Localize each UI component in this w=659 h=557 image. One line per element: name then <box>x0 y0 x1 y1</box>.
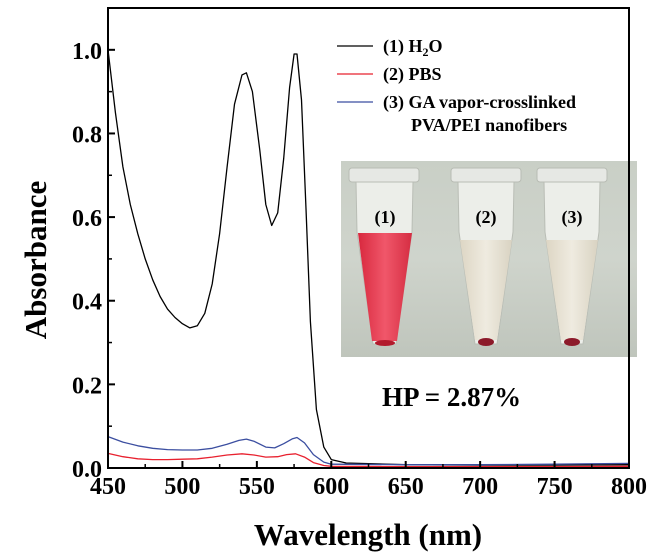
legend-label-pbs: (2) PBS <box>383 64 442 85</box>
x-tick-label: 550 <box>239 474 275 500</box>
legend-label-ga-line2: PVA/PEI nanofibers <box>411 115 567 135</box>
legend: (1) H2O (2) PBS (3) GA vapor-crosslinked… <box>337 36 576 135</box>
hp-annotation: HP = 2.87% <box>382 382 521 412</box>
x-tick-label: 750 <box>537 474 573 500</box>
x-tick-label: 600 <box>313 474 349 500</box>
legend-label-ga-line1: (3) GA vapor-crosslinked <box>383 92 576 113</box>
series-line-2 <box>107 452 630 468</box>
y-axis-title: Absorbance <box>18 181 53 339</box>
y-tick-label: 1.0 <box>72 39 102 65</box>
y-tick-label: 0.2 <box>72 373 102 399</box>
photo-label-1: (1) <box>375 207 396 228</box>
x-tick-label: 500 <box>164 474 200 500</box>
tube-3 <box>536 167 608 346</box>
photo-label-2: (2) <box>476 207 497 228</box>
series-line-3 <box>107 435 630 466</box>
sample-tubes-photo: (1) (2) (3) <box>341 161 637 357</box>
x-tick-label: 450 <box>90 474 126 500</box>
x-tick-label: 800 <box>611 474 647 500</box>
ticks-layer: 450 500 550 600 650 700 750 800 0.0 0.2 0.4 0.6 0.8 1… <box>72 7 647 500</box>
tube-2 <box>450 167 522 346</box>
tube-1 <box>348 167 420 346</box>
x-tick-label: 700 <box>462 474 498 500</box>
y-tick-label: 0.8 <box>72 122 102 148</box>
photo-label-3: (3) <box>562 207 583 228</box>
series-line-1 <box>107 49 630 466</box>
y-tick-label: 0.0 <box>72 457 102 483</box>
x-axis-title: Wavelength (nm) <box>254 517 482 552</box>
y-tick-label: 0.4 <box>72 290 102 316</box>
y-tick-label: 0.6 <box>72 206 102 232</box>
x-tick-label: 650 <box>388 474 424 500</box>
legend-label-h2o: (1) H2O <box>383 36 443 59</box>
